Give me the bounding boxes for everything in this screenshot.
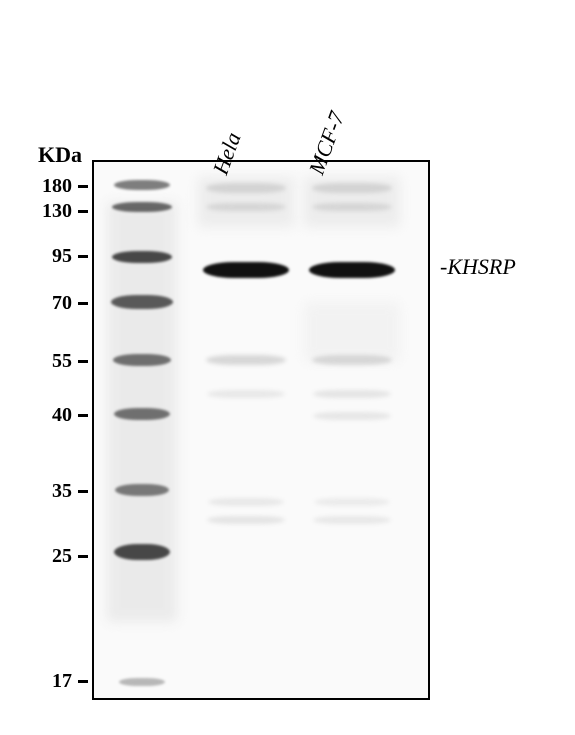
mw-marker-tick: [78, 255, 88, 258]
mw-marker-label: 95: [52, 245, 72, 268]
faint-band: [313, 390, 391, 398]
faint-band: [207, 390, 285, 398]
mw-marker-label: 25: [52, 545, 72, 568]
mw-marker-label: 180: [42, 175, 72, 198]
faint-band: [312, 355, 392, 365]
mw-marker-label: 70: [52, 292, 72, 315]
mw-marker-180: 180: [0, 175, 88, 198]
target-band-khsrp: [309, 262, 395, 278]
mw-marker-tick: [78, 302, 88, 305]
ladder-band: [119, 678, 165, 686]
target-band-khsrp: [203, 262, 289, 278]
faint-band: [208, 498, 284, 506]
mw-marker-95: 95: [0, 245, 88, 268]
mw-marker-tick: [78, 210, 88, 213]
mw-marker-55: 55: [0, 350, 88, 373]
mw-marker-label: 17: [52, 670, 72, 693]
mw-marker-label: 130: [42, 200, 72, 223]
faint-band: [206, 203, 286, 211]
ladder-band: [114, 544, 170, 560]
mw-marker-70: 70: [0, 292, 88, 315]
background-smear: [304, 302, 400, 362]
ladder-band: [114, 180, 170, 190]
ladder-band: [115, 484, 169, 496]
ladder-band: [113, 354, 171, 366]
mw-marker-tick: [78, 360, 88, 363]
blot-membrane-frame: [92, 160, 430, 700]
western-blot-figure: KDa -KHSRP 18013095705540352517HelaMCF-7: [0, 0, 575, 735]
faint-band: [312, 183, 392, 193]
ladder-band: [111, 295, 173, 309]
mw-marker-tick: [78, 555, 88, 558]
ladder-band: [112, 202, 172, 212]
mw-marker-label: 55: [52, 350, 72, 373]
ladder-band: [112, 251, 172, 263]
mw-marker-tick: [78, 680, 88, 683]
faint-band: [313, 412, 391, 420]
mw-marker-tick: [78, 490, 88, 493]
mw-marker-label: 40: [52, 404, 72, 427]
mw-marker-tick: [78, 414, 88, 417]
mw-marker-40: 40: [0, 404, 88, 427]
faint-band: [313, 516, 391, 524]
mw-marker-17: 17: [0, 670, 88, 693]
mw-marker-35: 35: [0, 480, 88, 503]
faint-band: [314, 498, 390, 506]
faint-band: [312, 203, 392, 211]
faint-band: [207, 516, 285, 524]
faint-band: [206, 355, 286, 365]
protein-band-label: -KHSRP: [440, 254, 516, 280]
mw-marker-130: 130: [0, 200, 88, 223]
mw-marker-tick: [78, 185, 88, 188]
kda-axis-label: KDa: [38, 142, 82, 168]
faint-band: [206, 183, 286, 193]
mw-marker-label: 35: [52, 480, 72, 503]
ladder-band: [114, 408, 170, 420]
mw-marker-25: 25: [0, 545, 88, 568]
